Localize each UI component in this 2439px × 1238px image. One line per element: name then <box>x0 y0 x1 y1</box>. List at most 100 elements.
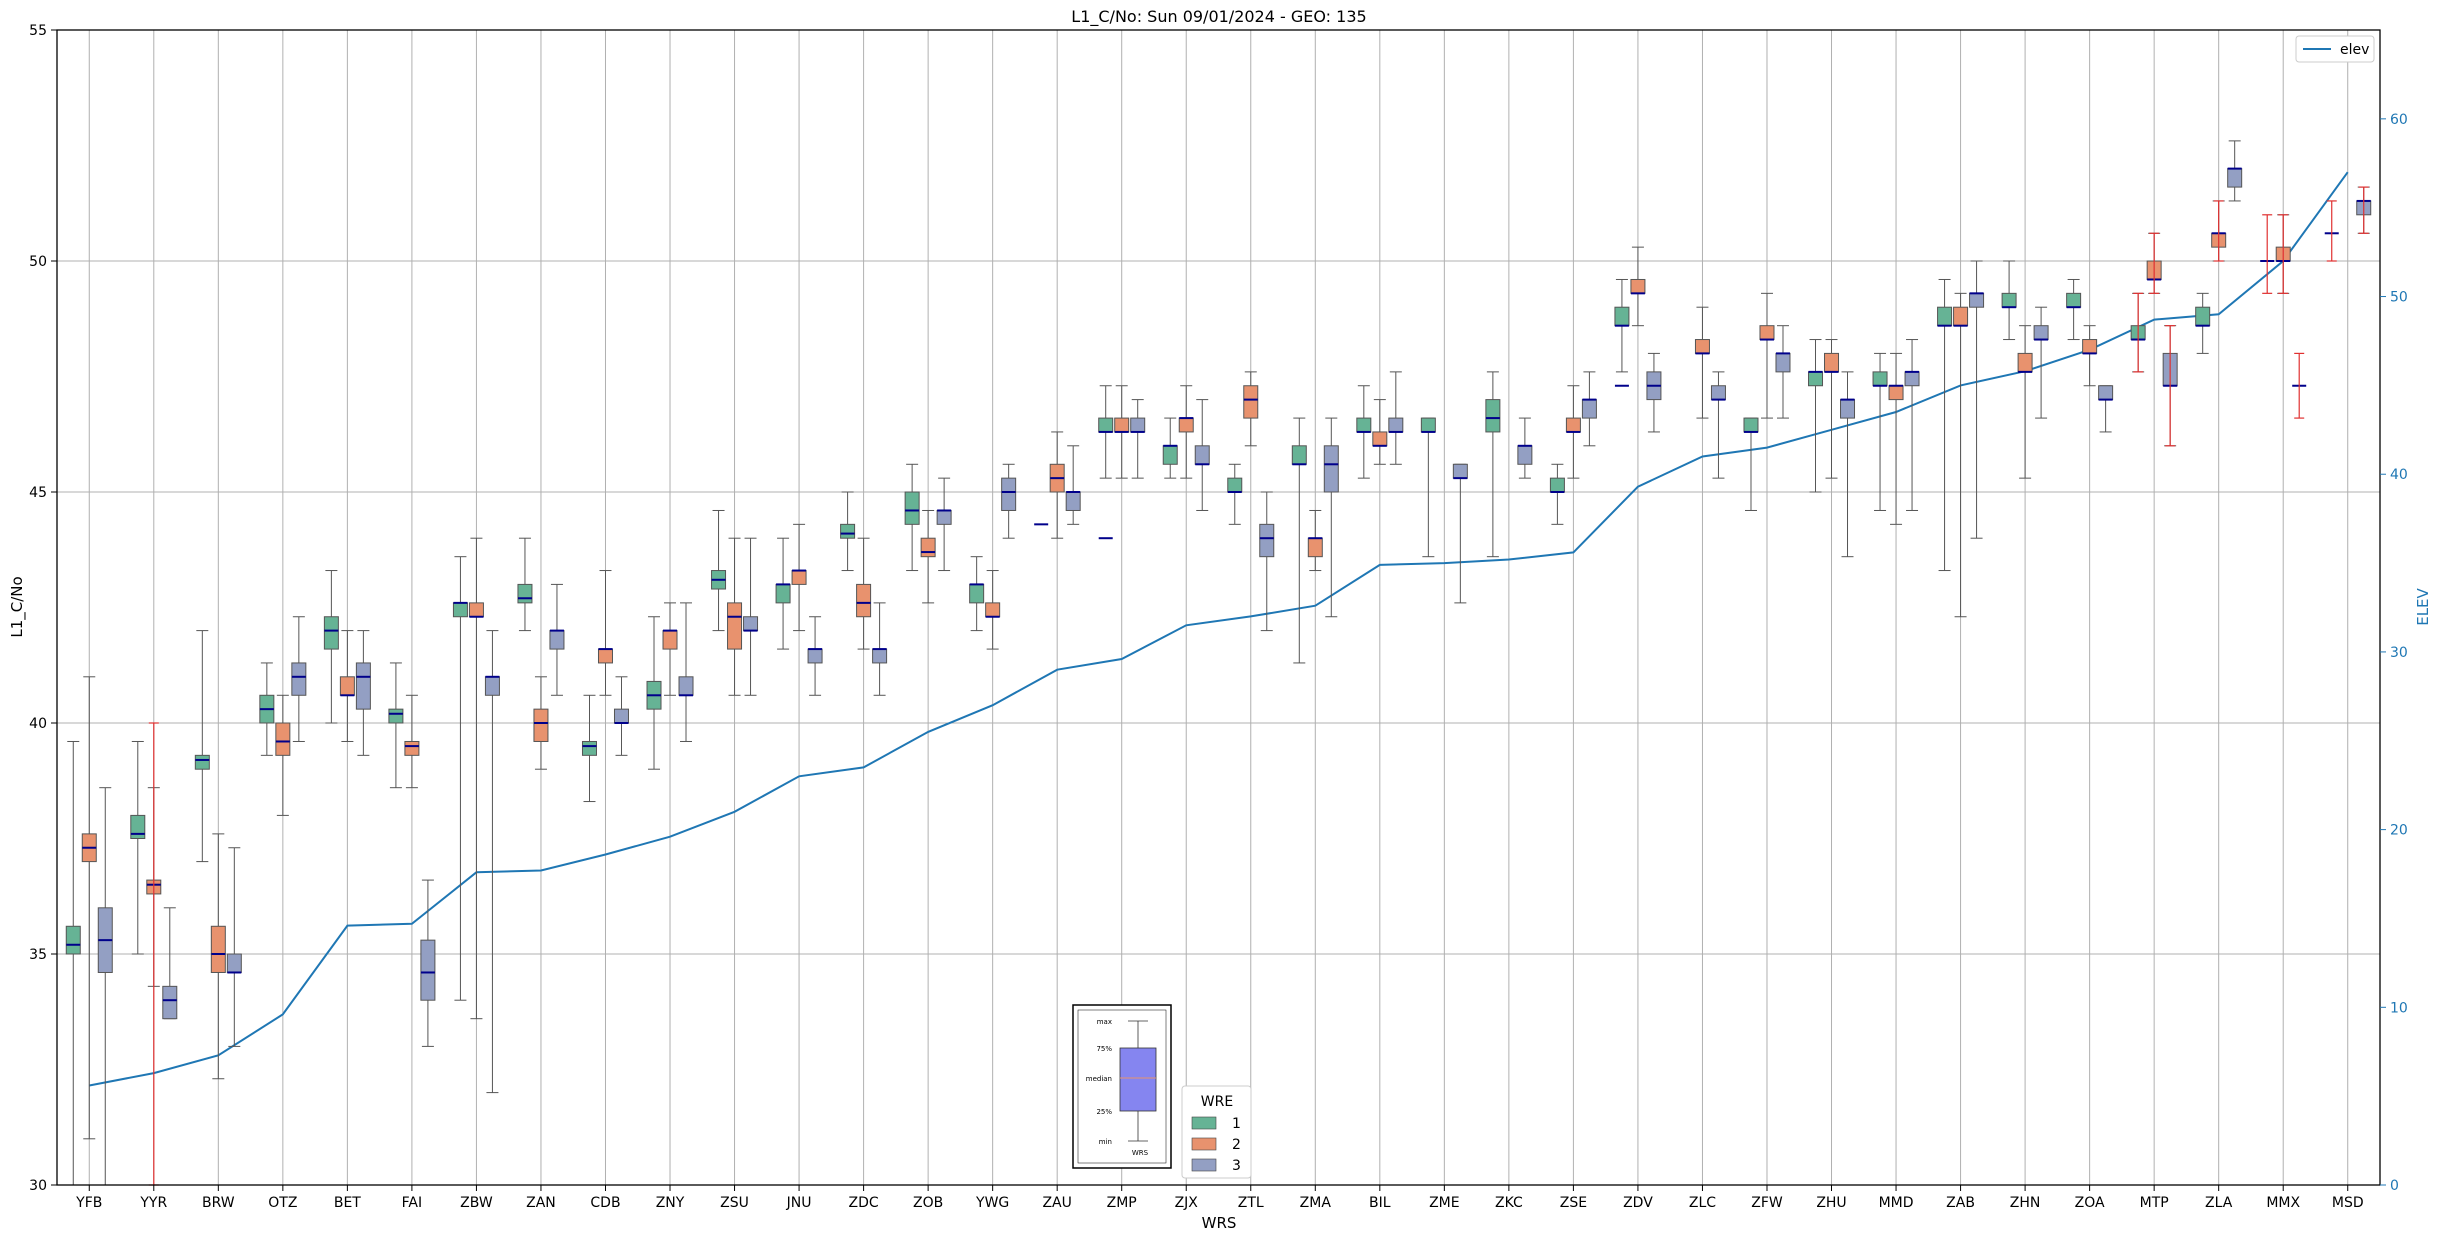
box-body <box>581 740 597 756</box>
box-body <box>743 616 759 632</box>
box-body <box>2098 385 2114 401</box>
key-q1: 25% <box>1096 1108 1112 1116</box>
y-axis-left: 30 35 40 45 50 55 <box>29 23 57 1194</box>
box-wre3-zdv <box>1646 352 1662 433</box>
legend-label-2: 2 <box>1232 1137 1241 1153</box>
box-body <box>1710 385 1726 401</box>
box-body <box>452 602 468 618</box>
box-wre1-yyr <box>130 740 146 955</box>
x-tick-label-bil: BIL <box>1369 1195 1391 1211</box>
x-tick-label-yyr: YYR <box>139 1195 167 1211</box>
box-wre2-zse <box>1565 385 1581 479</box>
box-body <box>856 583 872 618</box>
box-body <box>1888 385 1904 401</box>
box-body <box>1098 417 1114 433</box>
box-wre3-bil <box>1388 371 1404 465</box>
box-wre2-cdb <box>597 570 613 696</box>
box-wre1-brw <box>194 630 210 863</box>
box-wre2-mmd <box>1888 352 1904 525</box>
box-body <box>162 985 178 1020</box>
box-wre3-zma <box>1323 417 1339 618</box>
box-body <box>1130 417 1146 433</box>
box-body <box>1904 371 1920 387</box>
box-body <box>2001 292 2017 308</box>
box-body <box>1001 477 1017 511</box>
x-tick-label-zmp: ZMP <box>1107 1195 1137 1211</box>
box-body <box>1452 463 1468 479</box>
box-body <box>936 509 952 525</box>
x-tick-label-zme: ZME <box>1429 1195 1460 1211</box>
y-right-tick-label: 10 <box>2390 1000 2408 1016</box>
y-axis-label: L1_C/No <box>8 576 27 637</box>
box-wre2-zmp <box>1114 385 1130 479</box>
box-body <box>1065 491 1081 511</box>
box-wre3-zhu <box>1840 371 1856 558</box>
x-tick-label-zse: ZSE <box>1560 1195 1587 1211</box>
box-body <box>1743 417 1759 433</box>
x-tick-label-zoa: ZOA <box>2075 1195 2105 1211</box>
box-body <box>1178 417 1194 433</box>
x-tick-label-zjx: ZJX <box>1175 1195 1199 1211</box>
box-wre1-zhn <box>2001 260 2017 341</box>
series-3 <box>97 140 2372 1186</box>
box-wre1-zdv <box>1614 278 1630 373</box>
box-body <box>388 708 404 724</box>
box-wre3-yyr <box>162 907 178 1020</box>
x-tick-label-yfb: YFB <box>75 1195 102 1211</box>
box-wre2-brw <box>210 833 226 1080</box>
y-tick-label: 45 <box>29 485 47 501</box>
box-wre2-zma <box>1307 509 1323 572</box>
box-body <box>1307 537 1323 558</box>
box-wre1-bil <box>1356 385 1372 479</box>
box-wre3-zdc <box>872 602 888 696</box>
y-tick-label: 40 <box>29 716 47 732</box>
box-wre1-yfb <box>65 740 81 1186</box>
box-wre2-zjx <box>1178 385 1194 479</box>
wre-legend: WRE 1 2 3 <box>1181 1085 1252 1179</box>
box-wre2-fai <box>404 694 420 789</box>
key-max: max <box>1097 1018 1112 1026</box>
box-body <box>1614 306 1630 327</box>
box-wre1-zme <box>1420 417 1436 558</box>
box-wre1-zan <box>517 537 533 632</box>
box-wre1-zab <box>1937 278 1953 572</box>
box-body <box>1694 339 1710 354</box>
box-body <box>549 630 565 650</box>
x-tick-label-cdb: CDB <box>590 1195 620 1211</box>
box-wre2-zfw <box>1759 292 1775 419</box>
box-wre1-zkc <box>1485 371 1501 558</box>
box-body <box>226 953 242 973</box>
box-body <box>1759 325 1775 341</box>
box-body <box>468 602 484 618</box>
box-body <box>130 814 146 840</box>
box-body <box>1323 445 1339 493</box>
box-body <box>1388 417 1404 433</box>
box-wre3-zob <box>936 477 952 572</box>
box-wre3-zmp <box>1130 399 1146 479</box>
box-wre1-zhu <box>1808 339 1824 493</box>
box-body <box>904 491 920 525</box>
box-wre3-ywg <box>1001 463 1017 539</box>
box-body <box>2195 306 2211 327</box>
box-body <box>1953 306 1969 327</box>
y-tick-label: 50 <box>29 254 47 270</box>
box-body <box>1162 445 1178 465</box>
box-body <box>1291 445 1307 465</box>
legend-title: WRE <box>1201 1094 1233 1110</box>
box-body <box>1549 477 1565 493</box>
x-tick-label-zlc: ZLC <box>1689 1195 1716 1211</box>
box-body <box>1630 278 1646 294</box>
box-wre2-zhu <box>1824 339 1840 479</box>
box-wre3-zan <box>549 583 565 696</box>
box-wre3-bet <box>355 630 371 756</box>
box-wre3-zbw <box>484 630 500 1094</box>
x-tick-label-zau: ZAU <box>1042 1195 1071 1211</box>
box-body <box>2082 339 2098 354</box>
box-body <box>920 537 936 558</box>
y-tick-label: 55 <box>29 23 47 39</box>
x-tick-label-fai: FAI <box>402 1195 422 1211</box>
box-body <box>1485 399 1501 433</box>
box-body <box>2033 325 2049 341</box>
box-body <box>339 676 355 696</box>
box-wre1-zdc <box>840 491 856 572</box>
